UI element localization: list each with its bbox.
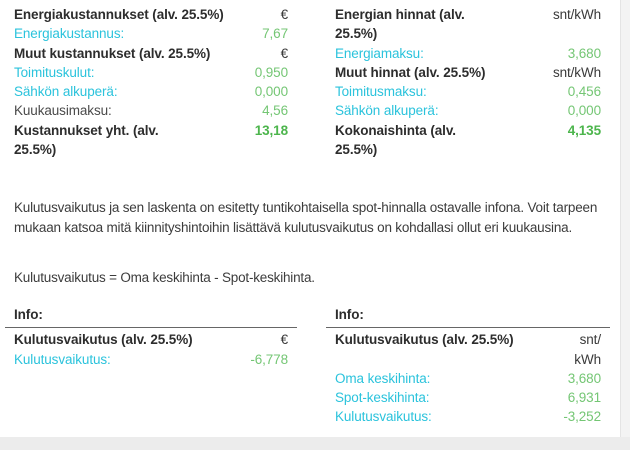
table-row: Toimituskulut: 0,950 xyxy=(5,63,297,82)
row-value: € xyxy=(280,332,289,348)
row-value: 3,680 xyxy=(567,370,601,386)
row-label: Kulutusvaikutus (alv. 25.5%) xyxy=(335,332,514,348)
consumption-effect-eur-table: Info: Kulutusvaikutus (alv. 25.5%) € Kul… xyxy=(5,305,297,369)
table-row: Oma keskihinta: 3,680 xyxy=(326,369,610,388)
consumption-effect-snt-table: Info: Kulutusvaikutus (alv. 25.5%) snt/ … xyxy=(326,305,610,427)
table-row: Muut hinnat (alv. 25.5%) snt/kWh xyxy=(326,63,610,82)
row-label: Kokonaishinta (alv. 25.5%) xyxy=(335,122,456,158)
row-label: Oma keskihinta: xyxy=(335,370,431,386)
table-row: Energiamaksu: 3,680 xyxy=(326,44,610,63)
table-row: Muut kustannukset (alv. 25.5%) € xyxy=(5,44,297,63)
row-value: 7,67 xyxy=(262,26,288,42)
row-label: Kulutusvaikutus: xyxy=(14,351,111,367)
energy-prices-table: Energian hinnat (alv. 25.5%) snt/kWh Ene… xyxy=(326,5,610,159)
row-value: 0,456 xyxy=(567,84,601,100)
scrollbar-track[interactable] xyxy=(620,0,630,437)
row-label: Spot-keskihinta: xyxy=(335,390,430,406)
table-row: Toimitusmaksu: 0,456 xyxy=(326,82,610,101)
row-value: € xyxy=(280,7,289,22)
row-value: snt/kWh xyxy=(552,7,601,22)
table-row: Sähkön alkuperä: 0,000 xyxy=(326,101,610,120)
row-label: Kulutusvaikutus: xyxy=(335,409,432,425)
row-value: snt/kWh xyxy=(552,64,601,80)
table-row: Energiakustannukset (alv. 25.5%) € xyxy=(5,5,297,24)
info-table-header: Info: xyxy=(5,305,297,329)
table-row-total: Kokonaishinta (alv. 25.5%) 4,135 xyxy=(326,121,610,160)
row-label: Energiakustannus: xyxy=(14,26,125,42)
bottom-gutter xyxy=(0,437,630,450)
row-value: € xyxy=(280,45,289,61)
row-label: Energiamaksu: xyxy=(335,45,424,61)
row-value: 4,135 xyxy=(567,122,601,138)
info-paragraph: Kulutusvaikutus ja sen laskenta on esite… xyxy=(14,200,598,235)
row-label: Energiakustannukset (alv. 25.5%) xyxy=(14,7,224,22)
table-row: Spot-keskihinta: 6,931 xyxy=(326,388,610,407)
table-row-total: Kustannukset yht. (alv. 25.5%) 13,18 xyxy=(5,121,297,160)
formula-text: Kulutusvaikutus = Oma keskihinta - Spot-… xyxy=(14,270,315,285)
row-label: Muut kustannukset (alv. 25.5%) xyxy=(14,45,211,61)
row-value: snt/ kWh xyxy=(574,332,601,367)
row-label: Kustannukset yht. (alv. 25.5%) xyxy=(14,122,159,158)
table-row: Energiakustannus: 7,67 xyxy=(5,24,297,43)
table-row: Kulutusvaikutus (alv. 25.5%) snt/ kWh xyxy=(326,330,610,369)
row-label: Kulutusvaikutus (alv. 25.5%) xyxy=(14,332,193,348)
table-row: Kulutusvaikutus: -3,252 xyxy=(326,407,610,426)
row-value: 6,931 xyxy=(567,390,601,406)
row-label: Sähkön alkuperä: xyxy=(335,103,439,119)
row-value: 4,56 xyxy=(262,103,288,119)
table-row: Kuukausimaksu: 4,56 xyxy=(5,101,297,120)
row-value: 0,950 xyxy=(254,64,288,80)
table-row: Sähkön alkuperä: 0,000 xyxy=(5,82,297,101)
energy-costs-table: Energiakustannukset (alv. 25.5%) € Energ… xyxy=(5,5,297,159)
row-value: 3,680 xyxy=(567,45,601,61)
row-value: 0,000 xyxy=(254,84,288,100)
info-table-header: Info: xyxy=(326,305,610,329)
row-label: Toimitusmaksu: xyxy=(335,84,427,100)
table-row: Kulutusvaikutus: -6,778 xyxy=(5,350,297,369)
row-label: Muut hinnat (alv. 25.5%) xyxy=(335,64,486,80)
row-value: -3,252 xyxy=(563,409,601,425)
row-label: Toimituskulut: xyxy=(14,64,95,80)
row-label: Sähkön alkuperä: xyxy=(14,84,118,100)
table-row: Kulutusvaikutus (alv. 25.5%) € xyxy=(5,330,297,349)
row-label: Kuukausimaksu: xyxy=(14,103,112,119)
row-label: Energian hinnat (alv. 25.5%) xyxy=(335,7,465,42)
row-value: -6,778 xyxy=(250,351,288,367)
table-row: Energian hinnat (alv. 25.5%) snt/kWh xyxy=(326,5,610,44)
row-value: 0,000 xyxy=(567,103,601,119)
row-value: 13,18 xyxy=(254,122,288,138)
